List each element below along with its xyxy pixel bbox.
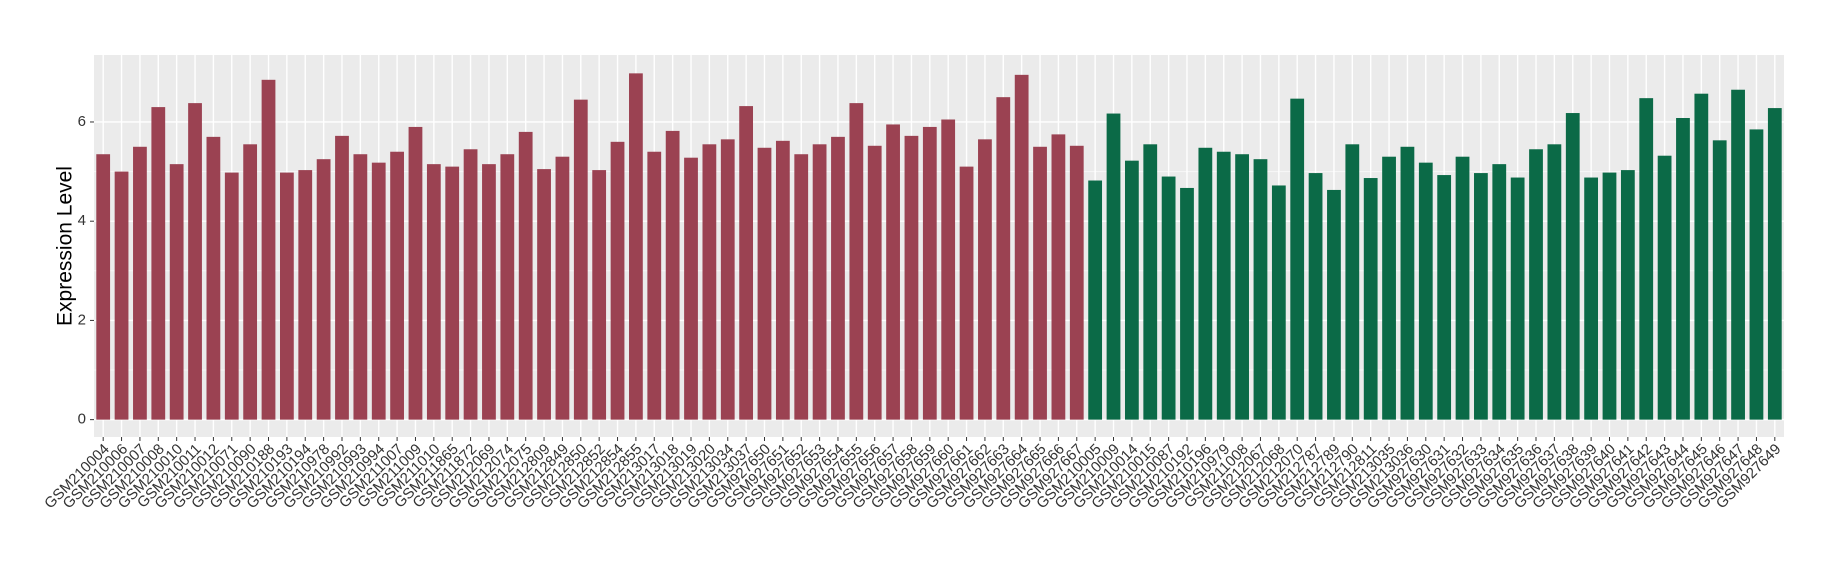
bar [206, 136, 221, 420]
bar [1124, 160, 1139, 420]
bar [1106, 113, 1121, 420]
bar [812, 144, 827, 420]
bar [1676, 118, 1690, 420]
bar [1271, 185, 1286, 420]
bar [922, 126, 937, 420]
bar [1749, 129, 1764, 420]
bar [482, 164, 496, 420]
bar [1510, 177, 1525, 420]
bar [941, 119, 956, 420]
bar [867, 145, 882, 420]
bar [739, 106, 754, 420]
bar [133, 146, 147, 420]
bar [1657, 155, 1672, 420]
bar [1180, 187, 1194, 420]
bar [390, 151, 404, 420]
bar [1327, 189, 1341, 420]
bar [408, 126, 423, 420]
bar [1767, 108, 1782, 420]
bar [959, 166, 974, 420]
bar [1088, 180, 1103, 420]
bar [261, 79, 276, 420]
bar [1620, 170, 1635, 420]
bar [849, 103, 864, 420]
bar [775, 140, 790, 420]
bar [188, 103, 202, 420]
bar [1639, 98, 1654, 420]
bar [720, 139, 735, 420]
y-tick-label: 0 [78, 411, 86, 428]
bar [1547, 144, 1562, 420]
bar [1602, 172, 1617, 420]
bar [757, 147, 772, 420]
bar [555, 156, 570, 420]
bar [1014, 74, 1029, 420]
bar [665, 130, 680, 420]
bar [114, 171, 129, 420]
bar [684, 157, 698, 420]
bar [1418, 162, 1433, 420]
bar [1033, 146, 1047, 420]
bar [1565, 113, 1580, 420]
bar [1437, 175, 1452, 420]
y-tick-label: 2 [78, 311, 86, 328]
bar [1584, 177, 1599, 420]
bar [1198, 147, 1213, 420]
bar [243, 144, 258, 420]
bar [371, 162, 386, 420]
bar [1712, 140, 1727, 420]
bar [537, 169, 551, 420]
bar [224, 172, 239, 420]
y-tick-label: 4 [78, 212, 86, 229]
y-tick-label: 6 [78, 113, 86, 130]
bar [1235, 154, 1249, 420]
bar [151, 107, 166, 420]
bar [445, 166, 460, 420]
bar [1492, 164, 1507, 420]
bar [996, 97, 1011, 420]
bar [316, 159, 331, 420]
bar [463, 149, 478, 420]
bar [1290, 98, 1305, 420]
bar [279, 172, 294, 420]
bar [1694, 93, 1709, 420]
bar [831, 136, 845, 420]
bar [573, 99, 588, 420]
bar [904, 135, 919, 420]
bar [1363, 178, 1378, 420]
bar [610, 141, 625, 420]
bar [96, 154, 111, 420]
bar [1253, 159, 1268, 420]
bar [518, 131, 533, 420]
bar [169, 164, 184, 420]
bar [629, 73, 643, 420]
bar [1345, 144, 1360, 420]
bar [647, 151, 662, 420]
y-axis-title: Expression Level [54, 166, 77, 326]
bar [335, 135, 349, 420]
bar [1308, 173, 1323, 420]
bar [1143, 144, 1158, 420]
bar [1051, 134, 1066, 420]
bar [702, 144, 717, 420]
bar [1382, 156, 1396, 420]
bar [978, 139, 992, 420]
bar [1161, 176, 1176, 420]
bar [886, 124, 900, 420]
bar [1529, 149, 1543, 420]
bar [1216, 151, 1231, 420]
bar [298, 170, 313, 420]
bar [353, 154, 368, 420]
bar [426, 164, 441, 420]
bar [1474, 173, 1488, 420]
bar [592, 170, 607, 420]
bar [1455, 156, 1470, 420]
bar [794, 154, 809, 420]
bar [1069, 145, 1084, 420]
bar [500, 154, 515, 420]
bar [1731, 89, 1745, 420]
bar [1400, 146, 1415, 420]
